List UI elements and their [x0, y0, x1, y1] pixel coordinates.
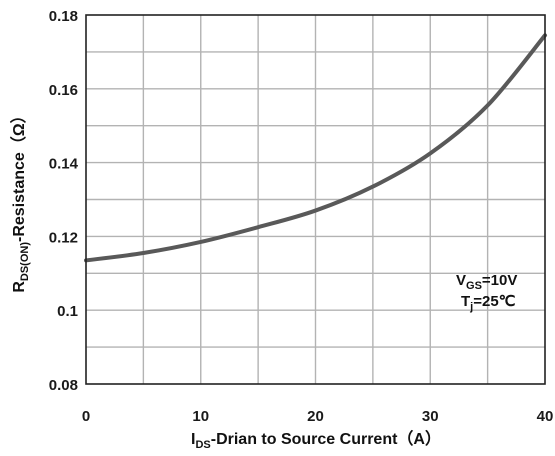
- x-tick-label: 10: [192, 408, 209, 425]
- y-axis-title: RDS(ON)-Resistance（Ω）: [10, 107, 31, 292]
- y-tick-label: 0.16: [49, 82, 78, 99]
- x-tick-label: 30: [422, 408, 439, 425]
- series-layer: [84, 33, 547, 263]
- y-tick-label: 0.12: [49, 229, 78, 246]
- x-tick-labels: 0 10 20 30 40: [82, 408, 554, 425]
- annotation-vgs: VGS=10V: [456, 272, 517, 292]
- y-tick-label: 0.18: [49, 8, 78, 25]
- y-tick-labels: 0.08 0.1 0.12 0.14 0.16 0.18: [49, 8, 79, 394]
- x-tick-label: 20: [307, 408, 324, 425]
- series-line-rdson: [84, 33, 547, 263]
- x-axis-title: IDS-Drian to Source Current（A）: [191, 430, 441, 451]
- y-tick-label: 0.08: [49, 377, 78, 394]
- x-tick-label: 0: [82, 408, 90, 425]
- grid: [86, 15, 545, 384]
- y-tick-label: 0.14: [49, 156, 79, 173]
- x-tick-label: 40: [537, 408, 554, 425]
- y-tick-label: 0.1: [57, 303, 78, 320]
- plot-frame: [85, 14, 546, 385]
- annotation-tj: Tj=25℃: [461, 293, 516, 313]
